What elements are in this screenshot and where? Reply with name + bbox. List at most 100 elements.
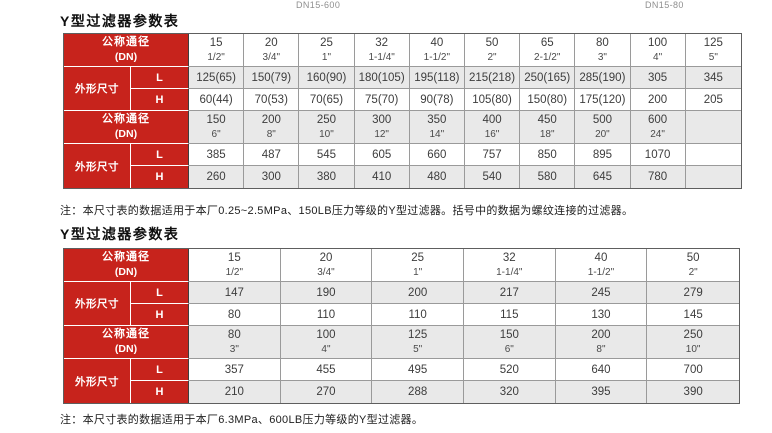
h-value-cell: 70(53) <box>244 89 300 111</box>
dn-value-cell: 100 4" <box>280 326 373 359</box>
l-value-cell: 520 <box>463 359 556 381</box>
dn-inch: 16" <box>484 128 500 140</box>
l-value-cell: 345 <box>685 67 741 89</box>
dn-value-cell <box>685 111 741 144</box>
l-value-cell: 605 <box>354 144 410 166</box>
dn-value-cell: 500 20" <box>575 111 631 144</box>
dn-inch: 24" <box>650 128 665 140</box>
dn-header-sublabel: (DN) <box>114 51 138 64</box>
dn-header-cell: 公称通径 (DN) <box>64 326 189 359</box>
l-value-cell <box>685 144 741 166</box>
dn-size: 250 <box>316 114 337 127</box>
param-table-1: 公称通径 (DN) 15 1/2" 20 3/4" 25 1" 32 1-1/4" 40 1-1/2"… <box>63 33 742 189</box>
dn-header-label: 公称通径 <box>102 328 150 341</box>
dn-size: 50 <box>686 252 700 265</box>
h-value-cell: 115 <box>463 304 556 326</box>
dn-value-cell: 15 1/2" <box>189 249 281 282</box>
l-value-cell: 495 <box>372 359 464 381</box>
dn-size: 25 <box>411 252 425 265</box>
h-value-cell: 110 <box>372 304 464 326</box>
h-value-cell: 105(80) <box>464 89 521 111</box>
dn-inch: 3/4" <box>262 51 280 63</box>
h-value-cell: 75(70) <box>354 89 410 111</box>
l-value-cell: 215(218) <box>464 67 521 89</box>
dn-value-cell: 65 2-1/2" <box>520 34 576 67</box>
dn-size: 25 <box>320 37 333 50</box>
dn-value-cell: 80 3" <box>575 34 631 67</box>
dn-header-sublabel: (DN) <box>114 266 138 279</box>
dn-size: 32 <box>502 252 516 265</box>
h-row-header: H <box>131 89 189 111</box>
dn-size: 15 <box>209 37 223 50</box>
l-value-cell: 279 <box>647 282 739 304</box>
dn-inch: 8" <box>266 128 276 140</box>
dn-size: 400 <box>482 114 502 127</box>
dn-value-cell: 50 2" <box>647 249 739 282</box>
dn-value-cell: 150 6" <box>463 326 556 359</box>
dims-header-cell: 外形尺寸 <box>64 67 131 111</box>
dn-size: 150 <box>206 114 226 127</box>
dn-inch: 14" <box>429 128 445 140</box>
dn-value-cell: 50 2" <box>464 34 521 67</box>
dn-inch: 1" <box>413 266 423 278</box>
dn-value-cell: 300 12" <box>354 111 410 144</box>
h-row-header: H <box>131 166 189 188</box>
l-row-header: L <box>131 144 189 166</box>
dn-size: 250 <box>683 329 703 342</box>
l-row-header: L <box>131 359 189 381</box>
dn-header-cell: 公称通径 (DN) <box>64 249 189 282</box>
dn-size: 80 <box>227 329 241 342</box>
dn-value-cell: 80 3" <box>189 326 281 359</box>
dn-value-cell: 125 5" <box>372 326 464 359</box>
h-value-cell <box>685 166 741 188</box>
dims-header-cell: 外形尺寸 <box>64 282 131 326</box>
dn-size: 20 <box>319 252 333 265</box>
dn-size: 350 <box>427 114 447 127</box>
dn-value-cell: 100 4" <box>630 34 686 67</box>
dn-value-cell: 25 1" <box>299 34 355 67</box>
dn-size: 300 <box>372 114 392 127</box>
dn-size: 100 <box>316 329 336 342</box>
h-value-cell: 380 <box>299 166 355 188</box>
h-row-header: H <box>131 381 189 403</box>
l-value-cell: 250(165) <box>520 67 576 89</box>
l-value-cell: 1070 <box>630 144 686 166</box>
l-value-cell: 700 <box>647 359 739 381</box>
dn-size: 40 <box>594 252 608 265</box>
dn-size: 150 <box>499 329 519 342</box>
l-value-cell: 545 <box>299 144 355 166</box>
l-value-cell: 195(118) <box>409 67 465 89</box>
dn-inch: 10" <box>685 343 701 355</box>
dn-size: 200 <box>261 114 281 127</box>
dn-value-cell: 250 10" <box>647 326 739 359</box>
h-value-cell: 60(44) <box>189 89 245 111</box>
dn-inch: 4" <box>321 343 331 355</box>
dn-value-cell: 125 5" <box>685 34 741 67</box>
dn-inch: 6" <box>211 128 221 140</box>
param-table-2: 公称通径 (DN) 15 1/2" 20 3/4" 25 1" 32 1-1/4" 40 1-1/2"… <box>63 248 740 404</box>
dn-inch: 8" <box>596 343 606 355</box>
dn-value-cell: 40 1-1/2" <box>409 34 465 67</box>
dn-value-cell: 600 24" <box>630 111 686 144</box>
h-value-cell: 270 <box>280 381 373 403</box>
dn-value-cell: 32 1-1/4" <box>463 249 556 282</box>
h-value-cell: 145 <box>647 304 739 326</box>
dn-size: 100 <box>648 37 668 50</box>
dn-header-cell: 公称通径 (DN) <box>64 111 189 144</box>
dn-value-cell: 400 16" <box>464 111 521 144</box>
figure-caption-right: DN15-80 <box>645 0 684 10</box>
dn-size: 32 <box>375 37 389 50</box>
dn-header-label: 公称通径 <box>102 113 150 126</box>
dn-inch: 18" <box>539 128 555 140</box>
l-value-cell: 455 <box>280 359 373 381</box>
dn-inch: 4" <box>653 51 663 63</box>
dn-inch: 20" <box>595 128 610 140</box>
l-value-cell: 190 <box>280 282 373 304</box>
h-value-cell: 540 <box>464 166 521 188</box>
l-value-cell: 385 <box>189 144 245 166</box>
l-value-cell: 150(79) <box>244 67 300 89</box>
dn-inch: 2" <box>688 266 698 278</box>
l-value-cell: 640 <box>555 359 648 381</box>
dn-value-cell: 15 1/2" <box>189 34 245 67</box>
